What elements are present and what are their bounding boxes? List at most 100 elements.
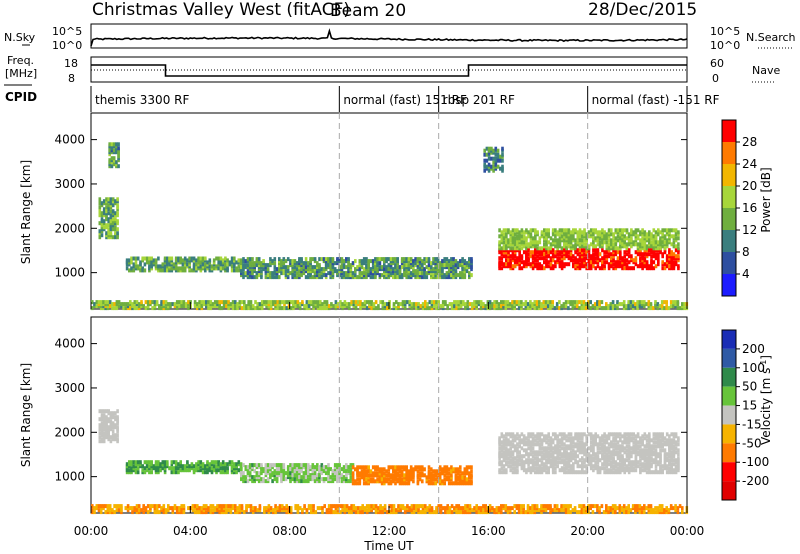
data-cell xyxy=(551,238,555,243)
data-cell xyxy=(349,475,353,480)
data-cell xyxy=(345,271,348,276)
data-cell xyxy=(581,456,584,461)
data-cell xyxy=(204,464,207,469)
data-cell xyxy=(634,468,638,473)
data-cell xyxy=(659,448,662,453)
data-cell xyxy=(668,248,671,253)
data-cell xyxy=(251,304,255,309)
data-cell xyxy=(509,230,512,235)
data-cell xyxy=(456,475,460,480)
data-cell xyxy=(534,442,537,447)
data-cell xyxy=(212,266,216,271)
data-cell xyxy=(505,258,508,263)
data-cell xyxy=(531,228,535,233)
data-cell xyxy=(652,440,656,445)
data-cell xyxy=(587,300,590,305)
data-cell xyxy=(657,252,660,257)
data-cell xyxy=(622,304,626,309)
data-cell xyxy=(636,460,640,465)
data-cell xyxy=(632,444,635,449)
data-cell xyxy=(114,411,117,416)
data-cell xyxy=(605,240,609,245)
data-cell xyxy=(246,269,250,274)
data-cell xyxy=(352,300,356,305)
data-cell xyxy=(661,442,664,447)
data-cell xyxy=(116,409,119,414)
data-cell xyxy=(603,466,606,471)
data-cell xyxy=(108,158,111,163)
data-cell xyxy=(414,465,417,470)
data-cell xyxy=(529,262,533,267)
data-cell xyxy=(406,300,409,305)
data-cell xyxy=(468,257,471,262)
data-cell xyxy=(513,252,517,257)
data-cell xyxy=(116,425,119,430)
data-cell xyxy=(490,156,493,161)
data-cell xyxy=(527,432,530,437)
data-cell xyxy=(632,432,635,437)
data-cell xyxy=(632,436,635,441)
data-cell xyxy=(378,467,382,472)
data-cell xyxy=(562,302,566,307)
data-cell xyxy=(656,302,660,307)
data-cell xyxy=(603,260,606,265)
data-cell xyxy=(256,302,259,307)
data-cell xyxy=(527,230,530,235)
data-cell xyxy=(681,302,684,307)
data-cell xyxy=(547,252,550,257)
data-cell xyxy=(614,304,617,309)
data-cell xyxy=(137,302,141,307)
data-cell xyxy=(663,246,667,251)
data-cell xyxy=(365,300,369,305)
data-cell xyxy=(672,228,676,233)
data-cell xyxy=(522,302,525,307)
data-cell xyxy=(674,248,678,253)
data-cell xyxy=(409,271,413,276)
data-cell xyxy=(500,300,503,305)
data-cell xyxy=(428,306,432,311)
data-cell xyxy=(470,469,473,474)
data-cell xyxy=(543,446,546,451)
data-cell xyxy=(464,302,467,307)
data-cell xyxy=(459,473,462,478)
data-cell xyxy=(607,262,611,267)
data-cell xyxy=(332,304,335,309)
data-cell xyxy=(126,302,130,307)
data-cell xyxy=(120,302,123,307)
data-cell xyxy=(558,232,562,237)
data-cell xyxy=(567,436,571,441)
data-cell xyxy=(374,306,378,311)
data-cell xyxy=(129,306,132,311)
data-cell xyxy=(396,471,399,476)
data-cell xyxy=(558,306,561,311)
data-cell xyxy=(155,300,159,305)
data-cell xyxy=(430,467,433,472)
data-cell xyxy=(150,470,153,475)
data-cell xyxy=(643,304,646,309)
data-cell xyxy=(111,421,115,426)
data-cell xyxy=(499,154,502,159)
data-cell xyxy=(574,242,577,247)
data-cell xyxy=(392,267,395,272)
data-cell xyxy=(418,257,422,262)
data-cell xyxy=(168,466,171,471)
data-cell xyxy=(634,256,638,261)
data-cell xyxy=(631,304,635,309)
data-cell xyxy=(447,481,451,486)
data-cell xyxy=(674,254,678,259)
data-cell xyxy=(109,209,113,214)
data-cell xyxy=(347,465,350,470)
data-cell xyxy=(98,431,102,436)
data-cell xyxy=(636,242,640,247)
data-cell xyxy=(594,260,597,265)
data-cell xyxy=(498,234,501,239)
data-cell xyxy=(356,481,359,486)
data-cell xyxy=(600,300,604,305)
data-cell xyxy=(525,448,528,453)
data-cell xyxy=(607,442,611,447)
data-cell xyxy=(179,468,182,473)
data-cell xyxy=(583,228,586,233)
data-cell xyxy=(129,506,132,511)
data-cell xyxy=(546,300,550,305)
data-cell xyxy=(265,300,268,305)
